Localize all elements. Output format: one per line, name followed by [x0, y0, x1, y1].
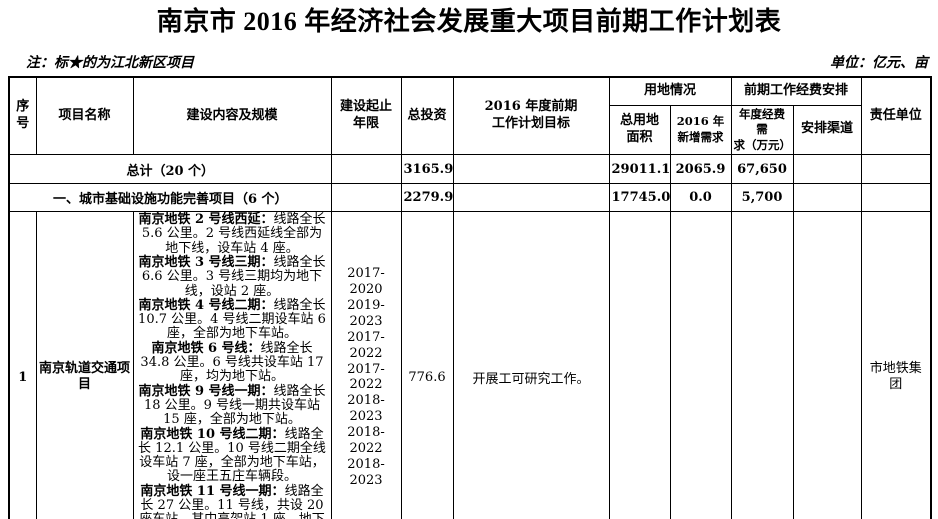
- header-seq: 序 号: [8, 76, 37, 156]
- project-land-new-cell: [669, 211, 732, 519]
- project-name: 南京轨道交通项目: [35, 211, 134, 519]
- header-investment: 总投资: [400, 76, 454, 156]
- total-investment: 3165.9: [400, 154, 454, 185]
- metro-line-desc: 线路全长 6.6 公里。3 号线三期均为地下线，设站 2 座。: [141, 254, 326, 299]
- unit-text: 单位：亿元、亩: [830, 55, 928, 71]
- metro-line-item: 南京地铁 2 号线西延：线路全长 5.6 公里。2 号线西延线全部为地下线，设车…: [136, 213, 329, 256]
- header-land-new: 2016 年 新增需求: [669, 104, 732, 156]
- metro-line-desc: 线路全长 34.8 公里。6 号线共设车站 17 座，均为地下站。: [140, 340, 324, 385]
- note-text: 注：标★的为江北新区项目: [26, 55, 194, 71]
- page-title: 南京市 2016 年经济社会发展重大项目前期工作计划表: [156, 7, 782, 36]
- project-fund-channel-cell: [792, 211, 862, 519]
- metro-line-desc: 线路全长 5.6 公里。2 号线西延线全部为地下线，设车站 4 座。: [141, 212, 326, 256]
- header-fund-group: 前期工作经费安排: [730, 76, 862, 106]
- metro-line-desc: 线路全长 12.1 公里。10 号线二期全线设车站 7 座，全部为地下车站，设一…: [138, 426, 326, 485]
- header-responsible: 责任单位: [860, 76, 932, 156]
- header-row-1: 序 号 项目名称 建设内容及规模 建设起止 年限 总投资 2016 年度前期 工…: [8, 76, 932, 156]
- project-fund-need-cell: [730, 211, 794, 519]
- project-land-total-cell: [608, 211, 671, 519]
- total-fund-channel-cell: [792, 154, 862, 185]
- project-seq: 1: [8, 211, 37, 519]
- metro-line-item: 南京地铁 10 号线二期：线路全长 12.1 公里。10 号线二期全线设车站 7…: [136, 426, 329, 485]
- project-content-cell: 南京地铁 2 号线西延：线路全长 5.6 公里。2 号线西延线全部为地下线，设车…: [132, 211, 332, 519]
- total-fund-need: 67,650: [730, 154, 794, 185]
- section-target-cell: [452, 183, 610, 213]
- section-row: 一、城市基础设施功能完善项目（6 个） 2279.9 17745.0 0.0 5…: [8, 183, 932, 213]
- section-label: 一、城市基础设施功能完善项目（6 个）: [8, 183, 332, 213]
- total-target-cell: [452, 154, 610, 185]
- metro-line-name: 南京地铁 4 号线二期：: [138, 297, 274, 313]
- project-target: 开展工可研究工作。: [452, 211, 610, 519]
- total-period-cell: [330, 154, 402, 185]
- metro-line-name: 南京地铁 2 号线西延：: [138, 212, 274, 228]
- meta-row: 注：标★的为江北新区项目 单位：亿元、亩: [8, 52, 928, 72]
- metro-line-name: 南京地铁 10 号线二期：: [140, 426, 285, 442]
- metro-line-desc: 线路全长 27 公里。11 号线，共设 20 座车站，其中高架站 1 座，地下站…: [139, 483, 325, 519]
- plan-table: 序 号 项目名称 建设内容及规模 建设起止 年限 总投资 2016 年度前期 工…: [8, 76, 933, 519]
- metro-line-desc: 线路全长 18 公里。9 号线一期共设车站 15 座，全部为地下站。: [143, 383, 326, 428]
- section-investment: 2279.9: [400, 183, 454, 213]
- metro-line-item: 南京地铁 3 号线三期：线路全长 6.6 公里。3 号线三期均为地下线，设站 2…: [136, 254, 329, 299]
- section-land-total: 17745.0: [608, 183, 671, 213]
- section-land-new: 0.0: [669, 183, 732, 213]
- metro-line-item: 南京地铁 9 号线一期：线路全长 18 公里。9 号线一期共设车站 15 座，全…: [136, 383, 329, 428]
- metro-line-name: 南京地铁 6 号线：: [151, 340, 261, 356]
- header-land-total: 总用地 面积: [608, 104, 671, 156]
- total-land-new: 2065.9: [669, 154, 732, 185]
- project-row: 1 南京轨道交通项目 南京地铁 2 号线西延：线路全长 5.6 公里。2 号线西…: [8, 211, 932, 519]
- section-fund-channel-cell: [792, 183, 862, 213]
- project-responsible: 市地铁集团: [860, 211, 932, 519]
- header-content: 建设内容及规模: [132, 76, 332, 156]
- project-investment: 776.6: [400, 211, 454, 519]
- metro-line-item: 南京地铁 6 号线：线路全长 34.8 公里。6 号线共设车站 17 座，均为地…: [136, 340, 329, 385]
- total-row: 总计（20 个） 3165.9 29011.1 2065.9 67,650: [8, 154, 932, 185]
- metro-line-item: 南京地铁 4 号线二期：线路全长 10.7 公里。4 号线二期设车站 6 座，全…: [136, 297, 329, 342]
- metro-line-name: 南京地铁 9 号线一期：: [138, 383, 274, 399]
- header-fund-need: 年度经费需 求（万元）: [730, 104, 794, 156]
- metro-line-item: 南京地铁 11 号线一期：线路全长 27 公里。11 号线，共设 20 座车站，…: [136, 483, 329, 519]
- header-plan-target: 2016 年度前期 工作计划目标: [452, 76, 610, 156]
- header-row-2: 总用地 面积 2016 年 新增需求 年度经费需 求（万元） 安排渠道: [9, 104, 931, 156]
- section-period-cell: [330, 183, 402, 213]
- total-label: 总计（20 个）: [8, 154, 332, 185]
- header-project-name: 项目名称: [35, 76, 134, 156]
- total-responsible-cell: [860, 154, 932, 185]
- metro-line-name: 南京地铁 11 号线一期：: [140, 483, 285, 499]
- metro-line-desc: 线路全长 10.7 公里。4 号线二期设车站 6 座，全部为地下车站。: [138, 297, 326, 342]
- header-land-group: 用地情况: [608, 76, 732, 106]
- section-fund-need: 5,700: [730, 183, 794, 213]
- section-responsible-cell: [860, 183, 932, 213]
- project-period: 2017-2020 2019-2023 2017-2022 2017-2022 …: [330, 211, 402, 519]
- total-land-total: 29011.1: [608, 154, 671, 185]
- metro-line-name: 南京地铁 3 号线三期：: [138, 254, 274, 270]
- header-fund-channel: 安排渠道: [792, 104, 862, 156]
- header-period: 建设起止 年限: [330, 76, 402, 156]
